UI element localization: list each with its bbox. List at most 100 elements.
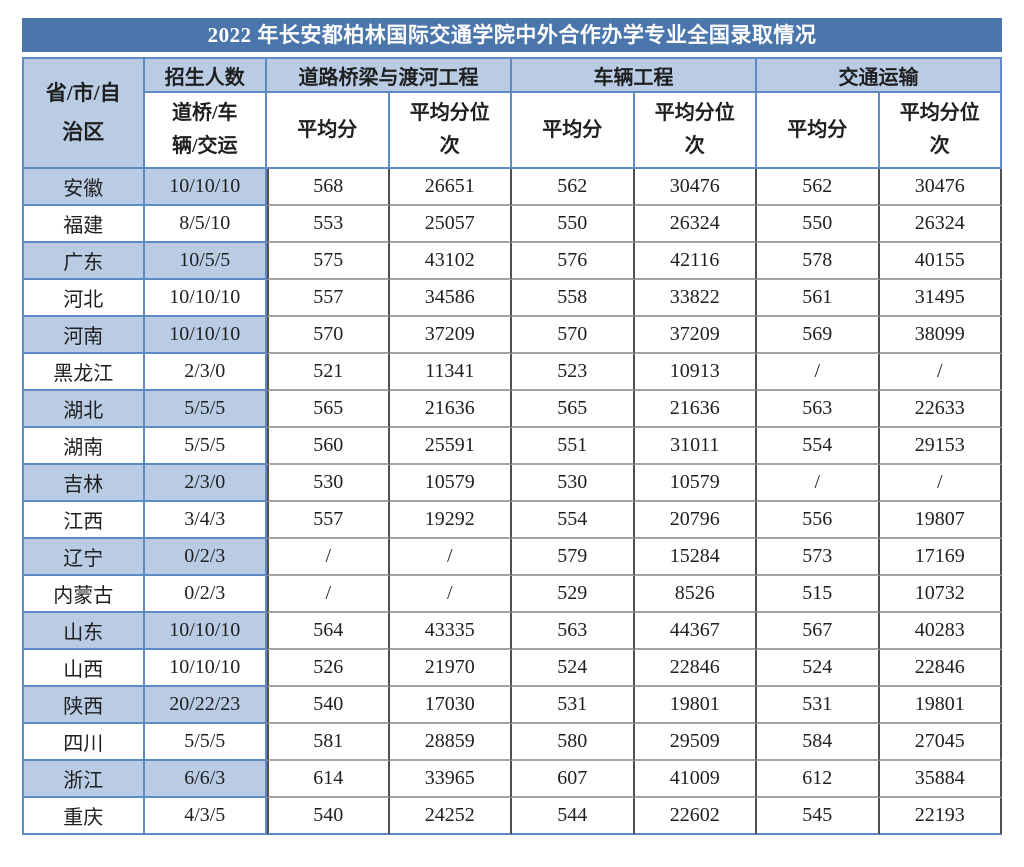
table-row: 内蒙古 0/2/3//529 8526 515 10732 (22, 576, 1002, 613)
avg-score-cell: 515 (757, 576, 880, 613)
admissions-table: 省/市/自 治区 招生人数 道路桥梁与渡河工程 车辆工程 交通运输 道桥/车 辆… (22, 57, 1002, 835)
table-row: 山西 10/10/10 526 21970 524 22846 524 22846 (22, 650, 1002, 687)
avg-rank-cell: 10579 (389, 465, 512, 502)
avg-score-cell: 563 (757, 391, 880, 428)
avg-score-cell: 529 (512, 576, 635, 613)
quota-cell: 6/6/3 (144, 761, 267, 798)
avg-score-header-2: 平均分 (512, 93, 635, 169)
avg-score-cell: 576 (512, 243, 635, 280)
avg-rank-cell: 29509 (634, 724, 757, 761)
avg-rank-cell: 22846 (879, 650, 1002, 687)
table-row: 河北 10/10/10 557 34586 558 33822 561 31495 (22, 280, 1002, 317)
table-row: 四川 5/5/5 581 28859 580 29509 584 27045 (22, 724, 1002, 761)
avg-rank-cell: 25057 (389, 206, 512, 243)
province-cell: 江西 (22, 502, 145, 539)
avg-rank-cell: 21636 (634, 391, 757, 428)
avg-rank-cell: 30476 (634, 169, 757, 206)
avg-rank-cell: 10732 (879, 576, 1002, 613)
avg-rank-cell: 17030 (389, 687, 512, 724)
avg-rank-cell: 31495 (879, 280, 1002, 317)
avg-rank-cell: 17169 (879, 539, 1002, 576)
avg-score-cell: 550 (512, 206, 635, 243)
avg-rank-cell: 19801 (634, 687, 757, 724)
avg-score-cell: 545 (757, 798, 880, 835)
avg-score-cell: 540 (267, 687, 390, 724)
avg-score-cell: 551 (512, 428, 635, 465)
header-program-road-bridge: 道路桥梁与渡河工程 (267, 57, 512, 93)
quota-cell: 5/5/5 (144, 724, 267, 761)
table-row: 辽宁 0/2/3//579 15284 573 17169 (22, 539, 1002, 576)
avg-rank-cell: 27045 (879, 724, 1002, 761)
table-row: 广东 10/5/5 575 43102 576 42116 578 40155 (22, 243, 1002, 280)
header-province: 省/市/自 治区 (22, 57, 145, 169)
table-row: 江西 3/4/3 557 19292 554 20796 556 19807 (22, 502, 1002, 539)
avg-score-cell: 557 (267, 280, 390, 317)
avg-score-cell: 612 (757, 761, 880, 798)
avg-rank-cell: 31011 (634, 428, 757, 465)
province-cell: 重庆 (22, 798, 145, 835)
document-page: 2022 年长安都柏林国际交通学院中外合作办学专业全国录取情况 省/市/自 治区… (22, 18, 1002, 835)
quota-cell: 5/5/5 (144, 428, 267, 465)
province-cell: 湖南 (22, 428, 145, 465)
province-cell: 安徽 (22, 169, 145, 206)
avg-rank-cell: 33822 (634, 280, 757, 317)
avg-rank-cell: 26324 (879, 206, 1002, 243)
quota-cell: 4/3/5 (144, 798, 267, 835)
avg-score-cell: 521 (267, 354, 390, 391)
avg-score-cell: 523 (512, 354, 635, 391)
quota-cell: 10/10/10 (144, 317, 267, 354)
table-row: 安徽 10/10/10 568 26651 562 30476 562 30476 (22, 169, 1002, 206)
avg-score-cell: 573 (757, 539, 880, 576)
quota-cell: 10/10/10 (144, 613, 267, 650)
avg-score-cell: 563 (512, 613, 635, 650)
avg-score-cell: 558 (512, 280, 635, 317)
avg-rank-cell: 30476 (879, 169, 1002, 206)
avg-score-cell: 567 (757, 613, 880, 650)
province-cell: 浙江 (22, 761, 145, 798)
avg-rank-cell: 19801 (879, 687, 1002, 724)
avg-score-cell: / (757, 354, 880, 391)
avg-rank-cell: 8526 (634, 576, 757, 613)
table-row: 福建 8/5/10 553 25057 550 26324 550 26324 (22, 206, 1002, 243)
province-cell: 内蒙古 (22, 576, 145, 613)
avg-score-cell: 570 (267, 317, 390, 354)
header-program-vehicle: 车辆工程 (512, 57, 757, 93)
avg-score-cell: 540 (267, 798, 390, 835)
avg-rank-cell: 20796 (634, 502, 757, 539)
avg-score-cell: 544 (512, 798, 635, 835)
province-cell: 吉林 (22, 465, 145, 502)
avg-score-cell: 579 (512, 539, 635, 576)
avg-rank-cell: 22846 (634, 650, 757, 687)
province-cell: 广东 (22, 243, 145, 280)
header-enrollment: 招生人数 (144, 57, 267, 93)
avg-rank-cell: 33965 (389, 761, 512, 798)
avg-rank-cell: 43102 (389, 243, 512, 280)
avg-score-header-1: 平均分 (267, 93, 390, 169)
avg-score-cell: 524 (757, 650, 880, 687)
quota-cell: 0/2/3 (144, 576, 267, 613)
avg-rank-cell: 28859 (389, 724, 512, 761)
avg-rank-cell: / (389, 576, 512, 613)
avg-score-cell: 557 (267, 502, 390, 539)
avg-rank-cell: 38099 (879, 317, 1002, 354)
avg-rank-cell: 41009 (634, 761, 757, 798)
avg-rank-header-2: 平均分位 次 (634, 93, 757, 169)
avg-score-cell: 560 (267, 428, 390, 465)
quota-cell: 2/3/0 (144, 465, 267, 502)
header-row-subcolumns: 道桥/车 辆/交运 平均分 平均分位 次 平均分 平均分位 次 平均分 平均分位… (22, 93, 1002, 169)
sub-header-quota: 道桥/车 辆/交运 (144, 93, 267, 169)
province-cell: 河南 (22, 317, 145, 354)
table-row: 重庆 4/3/5 540 24252 544 22602 545 22193 (22, 798, 1002, 835)
avg-score-cell: 565 (267, 391, 390, 428)
avg-score-cell: 524 (512, 650, 635, 687)
avg-score-cell: / (267, 539, 390, 576)
avg-rank-cell: 10579 (634, 465, 757, 502)
avg-rank-cell: 37209 (389, 317, 512, 354)
avg-rank-cell: 15284 (634, 539, 757, 576)
avg-rank-cell: / (389, 539, 512, 576)
quota-cell: 8/5/10 (144, 206, 267, 243)
province-cell: 黑龙江 (22, 354, 145, 391)
avg-score-cell: 614 (267, 761, 390, 798)
quota-cell: 20/22/23 (144, 687, 267, 724)
province-cell: 山东 (22, 613, 145, 650)
